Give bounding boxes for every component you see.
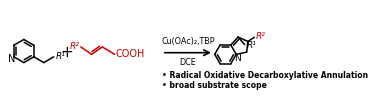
Text: DCE: DCE (180, 58, 196, 67)
Text: R²: R² (255, 32, 265, 41)
Text: N: N (234, 54, 241, 63)
Text: N: N (8, 54, 16, 64)
Text: • broad substrate scope: • broad substrate scope (162, 81, 267, 90)
Text: COOH: COOH (116, 49, 145, 59)
Text: • Radical Oxidative Decarboxylative Annulation: • Radical Oxidative Decarboxylative Annu… (162, 71, 368, 80)
Text: R²: R² (70, 42, 80, 51)
Text: R¹: R¹ (246, 41, 256, 50)
Text: +: + (60, 45, 73, 60)
Text: R¹: R¹ (55, 52, 65, 61)
Text: Cu(OAc)₂,TBP: Cu(OAc)₂,TBP (161, 37, 215, 46)
